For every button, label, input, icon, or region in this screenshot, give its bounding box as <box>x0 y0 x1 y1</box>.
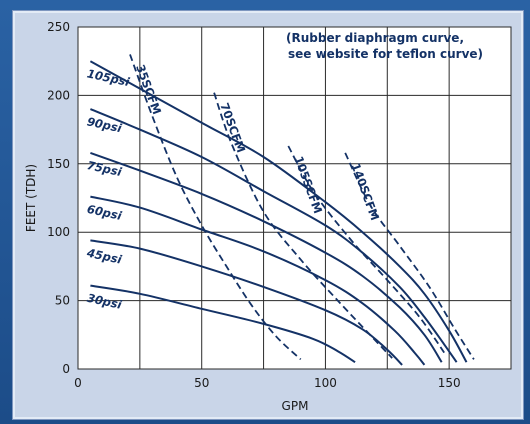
x-tick-label: 100 <box>314 376 337 390</box>
grid <box>78 27 511 369</box>
x-tick-label: 0 <box>74 376 82 390</box>
y-tick-label: 250 <box>47 20 70 34</box>
curve-30psi <box>90 284 356 364</box>
pressure-curves <box>89 60 468 366</box>
curve-90psi <box>90 108 458 363</box>
curve-105psi <box>89 60 468 363</box>
curve-35SCFM <box>129 54 302 361</box>
curve-45psi <box>90 239 403 366</box>
x-tick-label: 50 <box>194 376 209 390</box>
y-tick-label: 200 <box>47 88 70 102</box>
y-tick-label: 50 <box>55 294 70 308</box>
x-axis-label: GPM <box>282 399 309 413</box>
y-axis-label: FEET (TDH) <box>24 164 38 232</box>
y-tick-label: 100 <box>47 225 70 239</box>
curve-70SCFM <box>213 92 393 359</box>
y-tick-label: 0 <box>62 362 70 376</box>
note-line-2: see website for teflon curve) <box>288 47 483 61</box>
tick-labels: 0 50 100 150 0 50 100 150 200 250 <box>47 20 461 390</box>
curve-75psi <box>90 151 443 363</box>
curve-105SCFM <box>287 145 445 354</box>
curve-140SCFM <box>344 152 475 360</box>
note-line-1: (Rubber diaphragm curve, <box>286 31 464 45</box>
y-tick-label: 150 <box>47 157 70 171</box>
plot-area <box>77 26 512 370</box>
x-tick-label: 150 <box>438 376 461 390</box>
curve-60psi <box>90 195 426 366</box>
air-consumption-curves <box>129 54 475 361</box>
